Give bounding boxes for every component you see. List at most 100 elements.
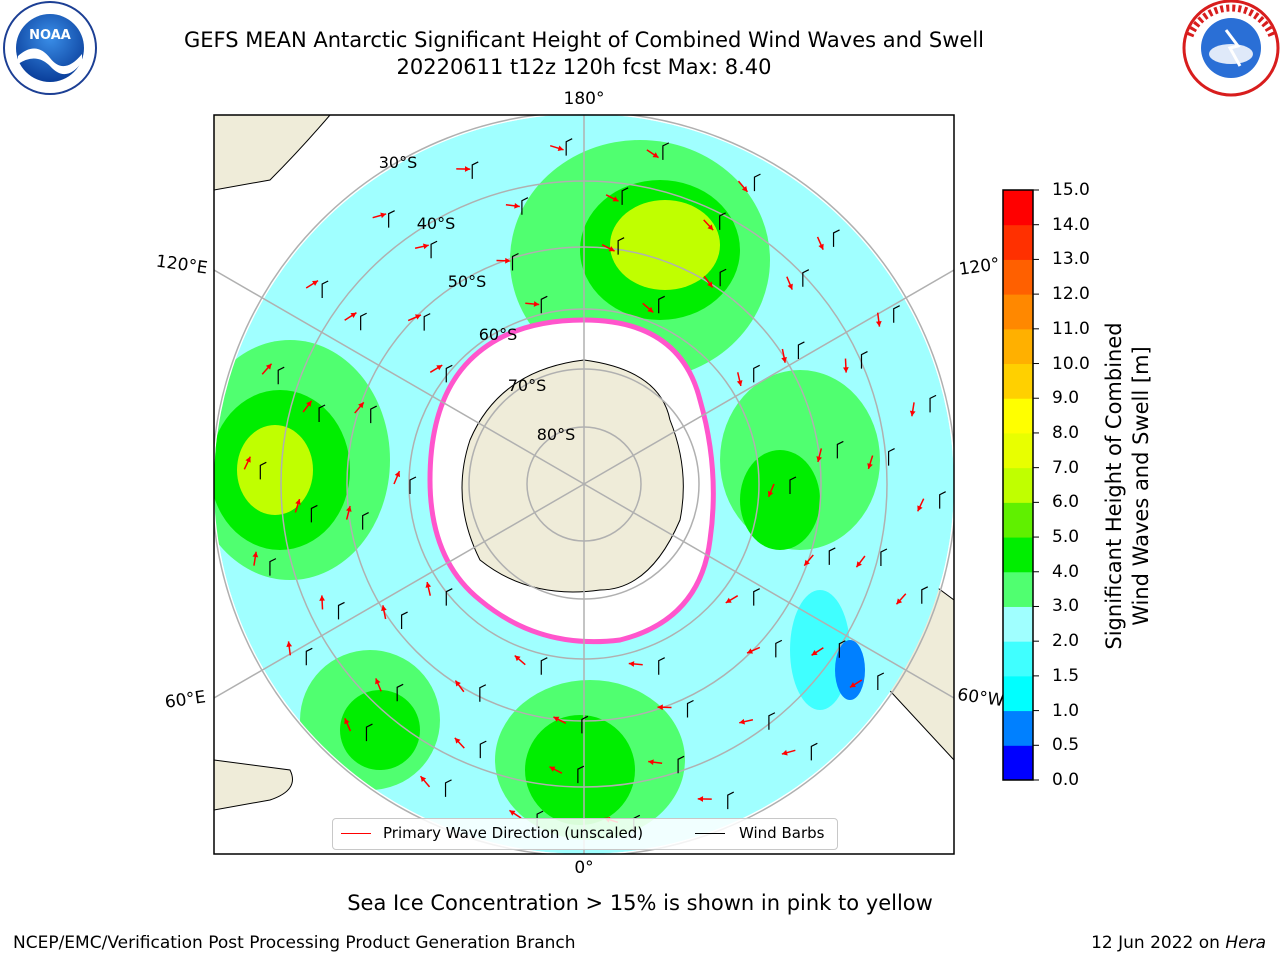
colorbar-tick-label: 13.0 [1052, 249, 1090, 270]
wind-barb [471, 161, 479, 179]
wave-arrow-head [707, 224, 714, 231]
wave-arrow-head [736, 380, 743, 386]
lon-label-60e: 60°E [164, 687, 207, 712]
wind-barb [921, 586, 929, 604]
wave-arrow-head [350, 312, 357, 318]
wind-barb [617, 237, 625, 255]
wind-barb [310, 504, 318, 523]
wind-barb [797, 341, 805, 359]
legend-swatch-wave [341, 833, 371, 834]
lat-label-70s: 70°S [508, 376, 547, 395]
map-legend: Primary Wave Direction (unscaled) Wind B… [332, 818, 838, 850]
wind-barb [686, 699, 694, 718]
lat-label-80s: 80°S [537, 425, 576, 444]
wind-barb [269, 558, 277, 576]
wind-barb [719, 212, 726, 230]
wind-barb [540, 657, 548, 675]
lat-label-30s: 30°S [379, 153, 418, 172]
colorbar [1002, 189, 1039, 781]
wave-arrow-head [917, 505, 923, 512]
wind-barb [621, 187, 629, 205]
lat-label-50s: 50°S [448, 272, 487, 291]
wind-barb [888, 448, 895, 466]
wave-arrow-head [514, 202, 520, 209]
wind-barb [305, 647, 313, 666]
wave-arrow-head [454, 737, 461, 744]
wave-arrow-head [414, 314, 421, 320]
wind-barb [929, 394, 937, 413]
lon-label-120e: 120°E [155, 252, 209, 279]
colorbar-segment [1003, 294, 1033, 330]
wind-barb [775, 639, 783, 658]
wind-barb [445, 588, 453, 606]
wave-arrow-head [514, 655, 521, 662]
noaa-logo: NOAA [3, 1, 97, 95]
wave-arrow-head [265, 363, 272, 370]
wave-arrow-head [425, 582, 432, 588]
wave-arrow-head [652, 152, 659, 158]
colorbar-tick-label: 11.0 [1052, 318, 1090, 339]
wave-arrow-head [505, 257, 511, 264]
wind-barb [838, 640, 846, 658]
wind-barb [409, 476, 417, 494]
wave-arrow-head [767, 490, 774, 497]
nws-logo [1182, 0, 1280, 97]
wind-barb [581, 715, 589, 734]
wind-barb [318, 404, 326, 422]
colorbar-tick-label: 8.0 [1052, 422, 1080, 443]
wind-barb [400, 611, 408, 630]
colorbar-tick-label: 2.0 [1052, 631, 1080, 652]
wave-arrow-head [344, 718, 350, 725]
wave-arrow-head [739, 718, 746, 725]
wind-barb [893, 305, 900, 323]
wind-barb [836, 440, 844, 459]
wind-barb [511, 252, 519, 271]
legend-label-wave: Primary Wave Direction (unscaled) [383, 824, 644, 842]
colorbar-tick-label: 4.0 [1052, 561, 1080, 582]
wind-barb [277, 366, 285, 385]
map-frame [213, 114, 955, 855]
wind-barb [388, 210, 395, 228]
colorbar-tick-label: 10.0 [1052, 353, 1090, 374]
wind-barb [540, 295, 548, 314]
wave-arrow-head [707, 281, 713, 288]
wave-arrow-head [909, 410, 916, 417]
colorbar-label: Significant Height of Combined Wind Wave… [1101, 276, 1155, 696]
wind-barb [880, 548, 888, 567]
chart-subtitle: 20220611 t12z 120h fcst Max: 8.40 [396, 55, 772, 79]
wind-barb [860, 351, 868, 369]
wave-arrow-head [557, 145, 564, 152]
colorbar-segment [1003, 710, 1033, 746]
footer-machine: Hera [1225, 933, 1266, 953]
wave-arrow-head [628, 661, 635, 667]
wind-barb [677, 755, 685, 774]
wind-barb [565, 138, 573, 156]
wave-arrow-head [875, 321, 882, 327]
wind-barb [753, 364, 760, 383]
wind-barb [423, 313, 431, 331]
wave-arrow-head [811, 650, 818, 656]
wind-barb [521, 197, 529, 215]
footer-date-text: 12 Jun 2022 on [1091, 933, 1226, 953]
wave-arrow-head [312, 280, 319, 286]
wave-arrow-head [648, 759, 654, 766]
wave-arrow-head [697, 796, 704, 802]
wave-arrow-head [657, 704, 663, 711]
wave-arrow-head [509, 810, 516, 816]
colorbar-tick-label: 3.0 [1052, 596, 1080, 617]
colorbar-frame [1002, 189, 1034, 781]
colorbar-segment [1003, 190, 1033, 226]
wave-arrow-head [436, 365, 443, 371]
colorbar-segment [1003, 363, 1033, 399]
wave-arrow-head [741, 185, 748, 192]
wave-arrow-head [549, 766, 556, 772]
colorbar-segment [1003, 641, 1033, 677]
colorbar-tick-label: 14.0 [1052, 214, 1090, 235]
lon-label-120w: 120° [958, 254, 1001, 280]
colorbar-tick-label: 1.0 [1052, 700, 1080, 721]
wave-arrow-head [553, 716, 560, 722]
wave-arrow-head [381, 605, 387, 612]
lat-label-40s: 40°S [417, 214, 456, 233]
wind-barb [802, 269, 810, 287]
